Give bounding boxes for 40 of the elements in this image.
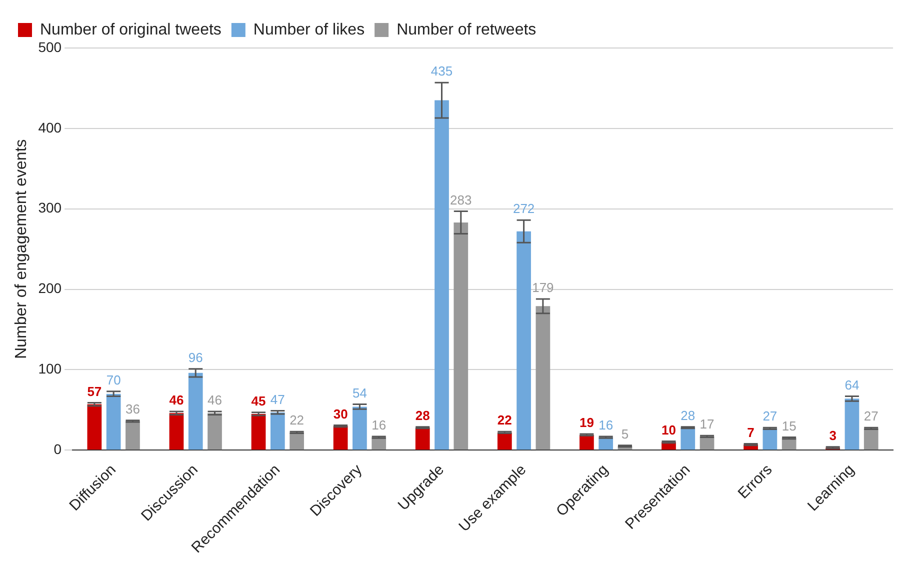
- y-tick-label: 200: [38, 280, 62, 296]
- data-label: 27: [762, 408, 778, 424]
- data-label: 17: [700, 416, 714, 432]
- data-label: 64: [844, 377, 860, 392]
- data-label: 28: [680, 408, 696, 423]
- data-label: 27: [864, 408, 878, 424]
- data-label: 179: [532, 280, 554, 296]
- data-label: 96: [188, 350, 203, 365]
- data-label: 30: [333, 406, 348, 422]
- data-label: 435: [430, 64, 453, 79]
- y-tick-label: 300: [38, 200, 62, 216]
- y-tick-label: 400: [38, 119, 62, 136]
- data-label: 45: [251, 393, 266, 408]
- data-label: 16: [372, 418, 386, 433]
- data-label: 22: [290, 412, 304, 428]
- data-label: 36: [125, 401, 140, 416]
- data-label: 5: [621, 426, 629, 442]
- legend-label: Number of likes: [253, 21, 365, 38]
- data-label: 22: [497, 412, 512, 428]
- data-label: 57: [87, 384, 102, 399]
- data-label: 15: [782, 418, 796, 434]
- data-label: 46: [208, 392, 222, 408]
- legend-label: Number of original tweets: [40, 21, 222, 38]
- data-label: 46: [169, 392, 184, 408]
- data-label: 54: [352, 385, 367, 400]
- legend-label: Number of retweets: [396, 21, 536, 38]
- y-tick-label: 100: [38, 360, 62, 377]
- data-label: 28: [415, 408, 430, 423]
- data-label: 3: [829, 428, 836, 444]
- y-tick-label: 500: [38, 38, 62, 55]
- y-axis-title: Number of engagement events: [13, 139, 30, 359]
- data-label: 283: [450, 192, 472, 208]
- data-label: 47: [270, 392, 285, 407]
- y-tick-label: 0: [54, 441, 62, 458]
- data-label: 10: [662, 422, 676, 438]
- data-label: 19: [579, 415, 594, 430]
- data-label: 16: [598, 418, 614, 433]
- data-label: 7: [747, 424, 754, 440]
- data-label: 272: [512, 201, 535, 216]
- data-label: 70: [106, 372, 121, 388]
